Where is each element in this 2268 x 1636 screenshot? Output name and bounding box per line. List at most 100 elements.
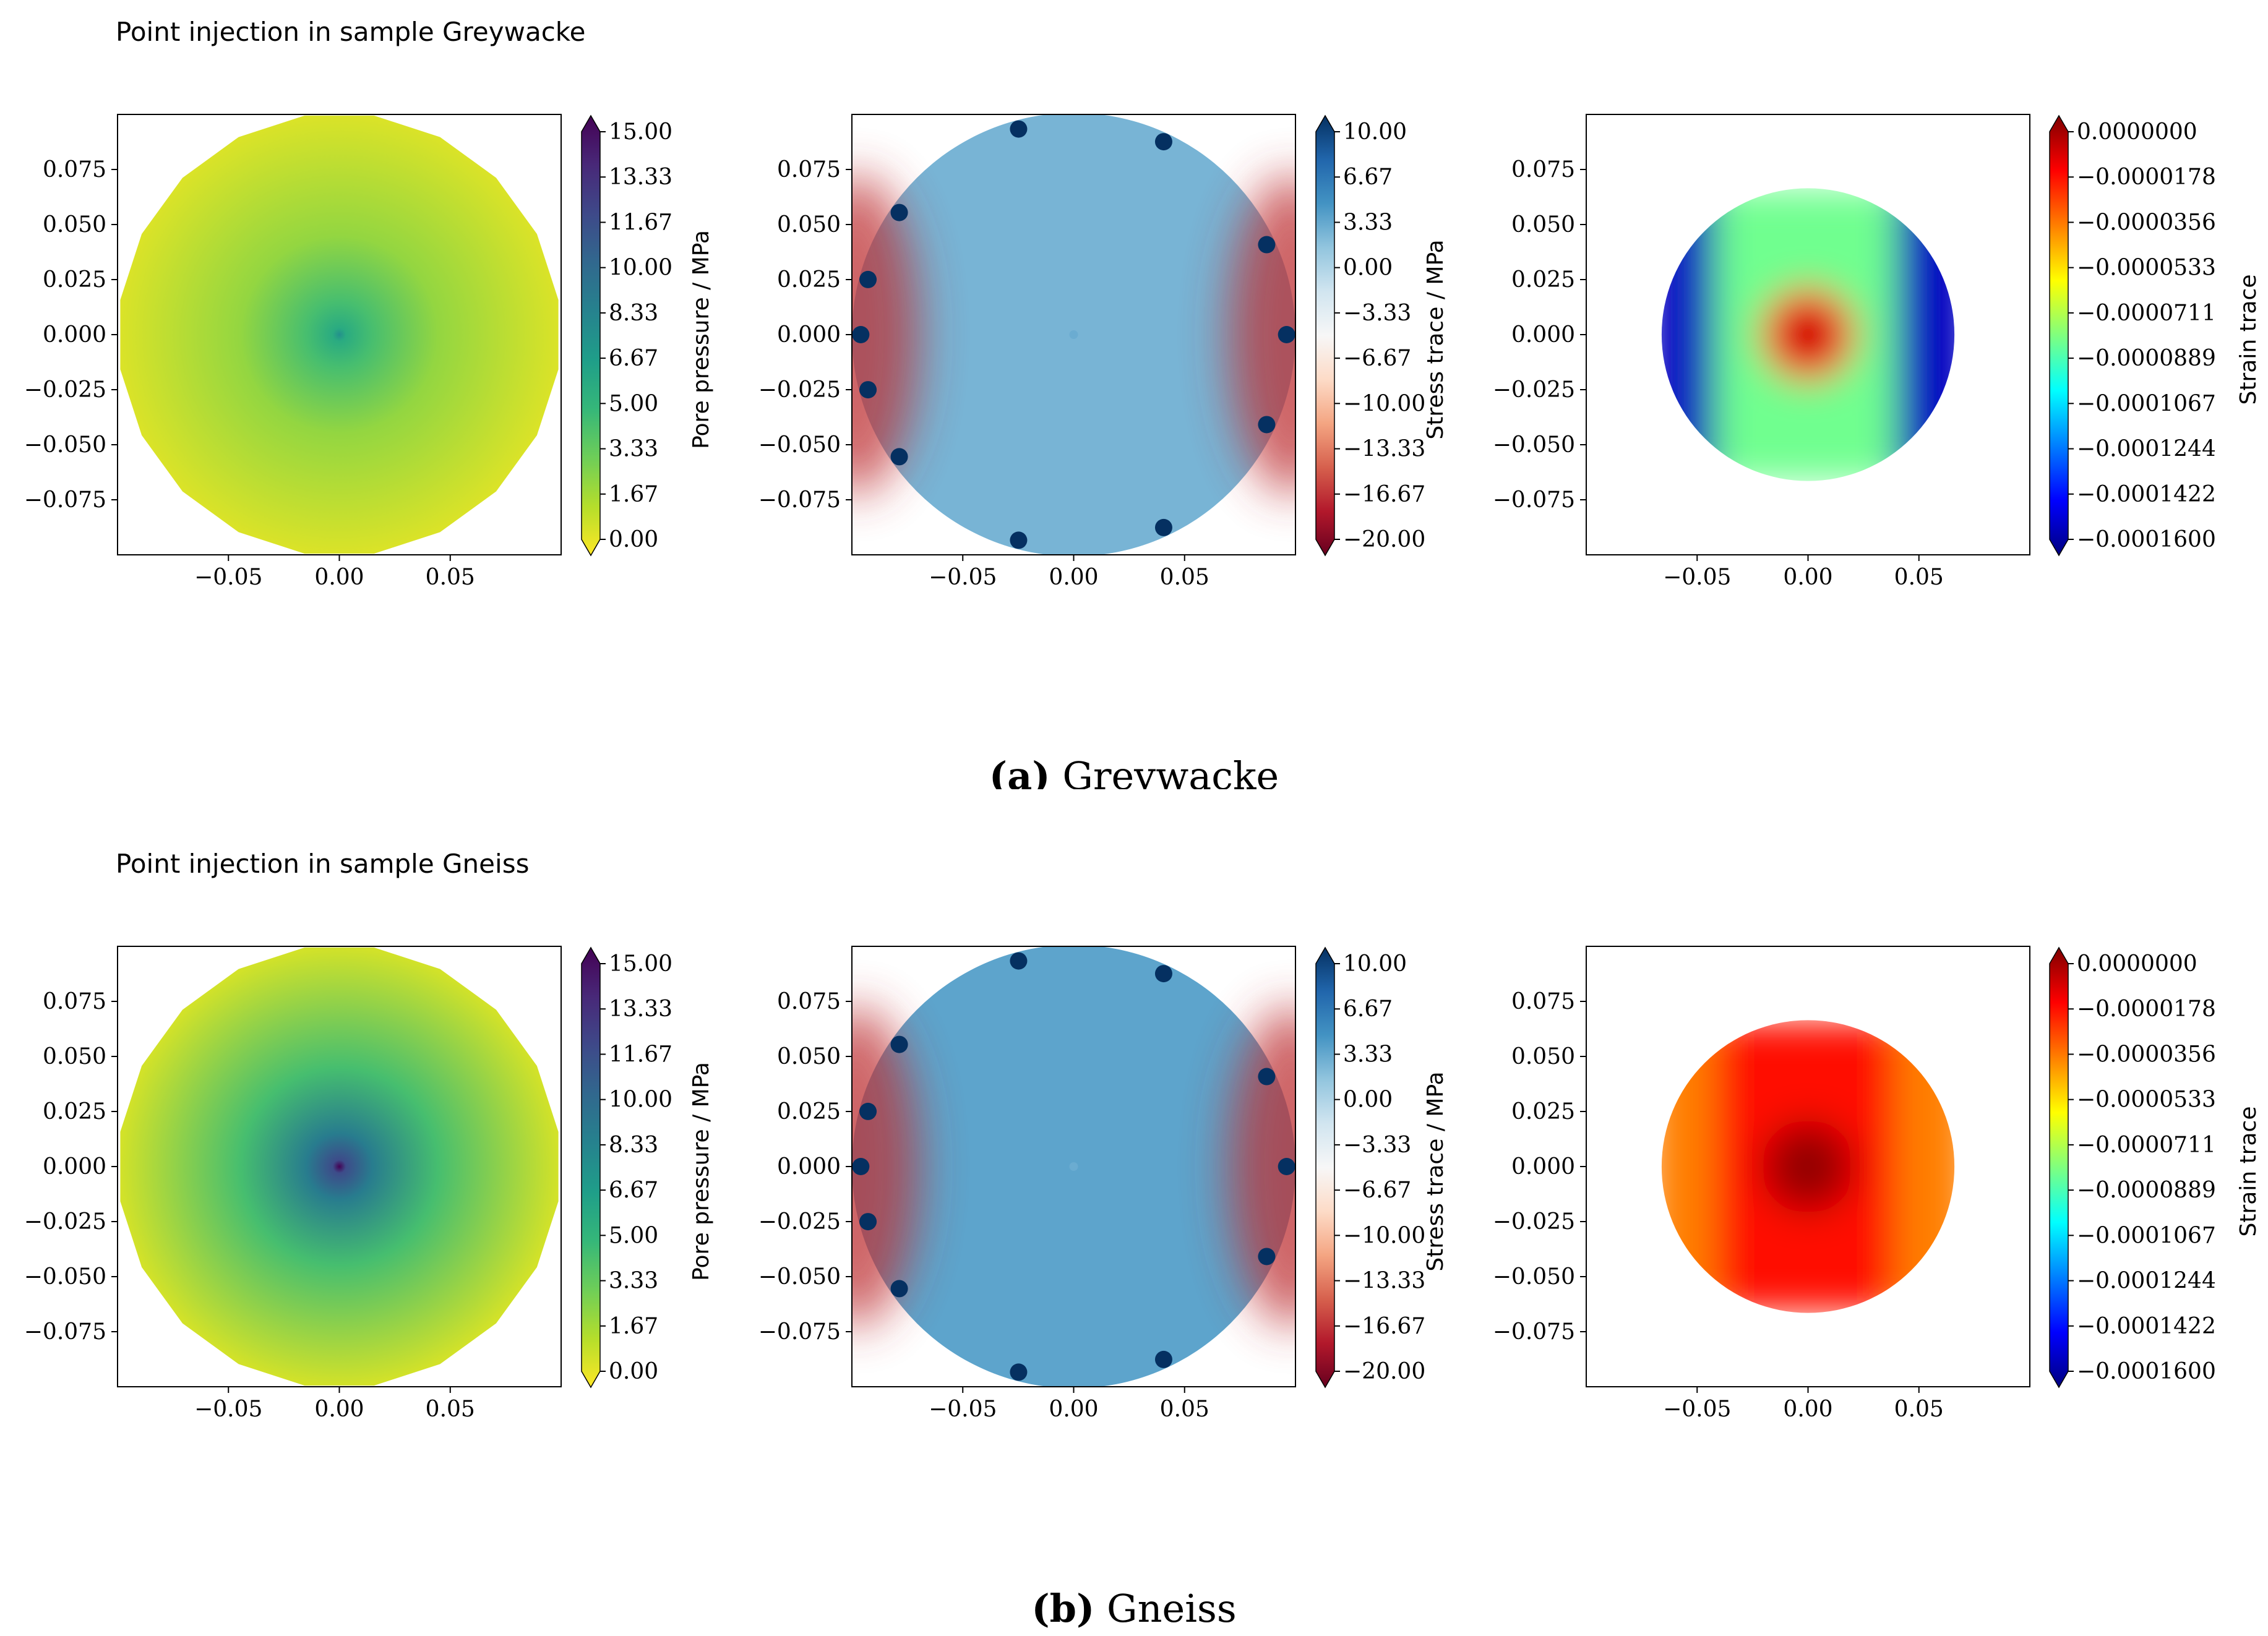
colorbar-tick-label: 0.00 <box>609 1359 658 1384</box>
heatmap-field <box>852 114 1295 555</box>
colorbar-tick-label: 3.33 <box>609 437 658 462</box>
x-tick-label: 0.05 <box>426 1397 475 1422</box>
colorbar: 15.00 13.33 11.67 10.00 8.33 6.67 5.00 3.33 1.67… <box>581 114 714 557</box>
x-tick-label: 0.00 <box>1049 1397 1098 1422</box>
colorbar-tick-label: 6.67 <box>609 1178 658 1203</box>
stress-hotspot <box>890 448 908 466</box>
colorbar-label: Strain trace <box>2236 274 2261 405</box>
colorbar-tick-label: −0.0000711 <box>2077 1133 2216 1158</box>
stress-hotspot <box>1010 1363 1028 1381</box>
pressure-field <box>120 947 559 1386</box>
stress-hotspot <box>1010 531 1028 549</box>
colorbar-tick-label: −3.33 <box>1343 1133 1411 1158</box>
y-tick-label: 0.050 <box>43 1044 106 1069</box>
colorbar-tick-label: −0.0001422 <box>2077 482 2216 507</box>
x-tick-label: 0.00 <box>1783 565 1832 590</box>
y-tick-label: 0.025 <box>1511 267 1575 293</box>
y-tick-label: −0.075 <box>758 487 841 513</box>
panel-pore-pressure: −0.05 0.00 0.05 0.075 0.050 0.025 0.000 −0.025 −… <box>24 114 714 590</box>
stress-hotspot <box>859 1213 877 1231</box>
y-tick-label: −0.025 <box>1493 1209 1575 1235</box>
y-tick-label: 0.025 <box>43 1099 106 1124</box>
row-greywacke: Point injection in sample Greywacke −0.05… <box>24 17 2261 799</box>
stress-hotspot <box>1258 1248 1276 1266</box>
stress-lobe <box>1229 174 1295 495</box>
y-tick-label: 0.000 <box>777 322 841 348</box>
stress-hotspot <box>1010 952 1028 970</box>
colorbar: 15.00 13.33 11.67 10.00 8.33 6.67 5.00 3.33 1.67… <box>581 946 714 1389</box>
y-tick-label: 0.075 <box>43 157 106 182</box>
colorbar-gradient <box>581 114 601 557</box>
colorbar-tick-label: −16.67 <box>1343 1314 1425 1339</box>
y-tick-label: −0.075 <box>24 487 106 513</box>
caption-letter: (a) <box>989 753 1050 799</box>
row-suptitle: Point injection in sample Gneiss <box>116 849 529 879</box>
heatmap-field <box>852 946 1295 1387</box>
x-tick-label: −0.05 <box>1663 1397 1731 1422</box>
y-tick-label: 0.050 <box>777 212 841 238</box>
panel-stress-trace: −0.05 0.00 0.05 0.075 0.050 0.025 0.000 −0.025 −… <box>758 114 1448 590</box>
colorbar-tick-label: −0.0000178 <box>2077 165 2216 190</box>
heatmap-field <box>1661 1020 1955 1313</box>
panel-pore-pressure: −0.05 0.00 0.05 0.075 0.050 0.025 0.000 −0.025 −… <box>24 946 714 1422</box>
stress-lobe <box>1229 1006 1295 1327</box>
colorbar-tick-label: 3.33 <box>609 1269 658 1294</box>
y-tick-label: −0.050 <box>24 432 106 458</box>
colorbar-tick-label: −0.0001244 <box>2077 1269 2216 1294</box>
heatmap-field <box>120 947 559 1386</box>
colorbar-tick-label: 0.00 <box>609 527 658 552</box>
y-tick-label: −0.050 <box>758 1264 841 1290</box>
colorbar-tick-label: 3.33 <box>1343 1042 1393 1067</box>
row-suptitle: Point injection in sample Greywacke <box>116 17 585 47</box>
caption-text: Greywacke <box>1050 753 1279 799</box>
colorbar-tick-label: 1.67 <box>609 482 658 507</box>
colorbar: 10.00 6.67 3.33 0.00 −3.33 −6.67 −10.00 −13.33 −… <box>1315 114 1448 557</box>
colorbar-tick-label: −13.33 <box>1343 1269 1425 1294</box>
x-tick-label: −0.05 <box>1663 565 1731 590</box>
x-tick-label: −0.05 <box>929 1397 997 1422</box>
colorbar-tick-label: 11.67 <box>609 210 672 235</box>
figure-caption: (b) Gneiss <box>1031 1586 1236 1631</box>
colorbar-tick-label: −0.0001422 <box>2077 1314 2216 1339</box>
colorbar-tick-label: 3.33 <box>1343 210 1393 235</box>
y-tick-label: 0.000 <box>777 1154 841 1180</box>
colorbar-gradient <box>1315 114 1335 557</box>
colorbar-label: Pore pressure / MPa <box>689 1062 714 1281</box>
colorbar-tick-label: 15.00 <box>609 951 672 977</box>
stress-hotspot <box>852 326 870 343</box>
y-tick-label: −0.025 <box>758 377 841 403</box>
colorbar-label: Strain trace <box>2236 1106 2261 1236</box>
y-tick-label: −0.075 <box>1493 1319 1575 1345</box>
stress-hotspot <box>890 203 908 221</box>
colorbar-tick-label: −0.0001600 <box>2077 1359 2216 1384</box>
x-tick-label: 0.05 <box>1160 565 1209 590</box>
stress-hotspot <box>1154 518 1172 536</box>
y-tick-label: −0.050 <box>1493 1264 1575 1290</box>
colorbar-tick-label: −0.0000889 <box>2077 346 2216 371</box>
colorbar-tick-label: −0.0001244 <box>2077 437 2216 462</box>
y-tick-label: 0.025 <box>43 267 106 293</box>
stress-hotspot <box>1010 120 1028 138</box>
y-tick-label: 0.000 <box>43 322 106 348</box>
colorbar-tick-label: 0.0000000 <box>2077 951 2197 977</box>
stress-hotspot <box>890 1035 908 1053</box>
y-tick-label: 0.075 <box>43 989 106 1014</box>
colorbar-tick-label: −20.00 <box>1343 1359 1425 1384</box>
stress-hotspot <box>1278 326 1295 343</box>
y-tick-label: 0.050 <box>1511 212 1575 238</box>
y-tick-label: −0.050 <box>758 432 841 458</box>
colorbar-tick-label: 10.00 <box>609 255 672 281</box>
colorbar-tick-label: 15.00 <box>609 119 672 145</box>
colorbar-tick-label: 6.67 <box>1343 996 1393 1022</box>
colorbar-tick-label: −0.0001600 <box>2077 527 2216 552</box>
colorbar-tick-label: 1.67 <box>609 1314 658 1339</box>
colorbar-tick-label: 8.33 <box>609 1133 658 1158</box>
y-tick-label: 0.075 <box>1511 989 1575 1014</box>
colorbar-tick-label: 8.33 <box>609 301 658 326</box>
stress-hotspot <box>890 1280 908 1298</box>
heatmap-field <box>120 115 559 554</box>
y-tick-label: −0.075 <box>1493 487 1575 513</box>
y-tick-label: 0.075 <box>777 157 841 182</box>
colorbar: 0.0000000 −0.0000178 −0.0000356 −0.0000533 −… <box>2049 946 2261 1389</box>
stress-hotspot <box>1258 416 1276 434</box>
